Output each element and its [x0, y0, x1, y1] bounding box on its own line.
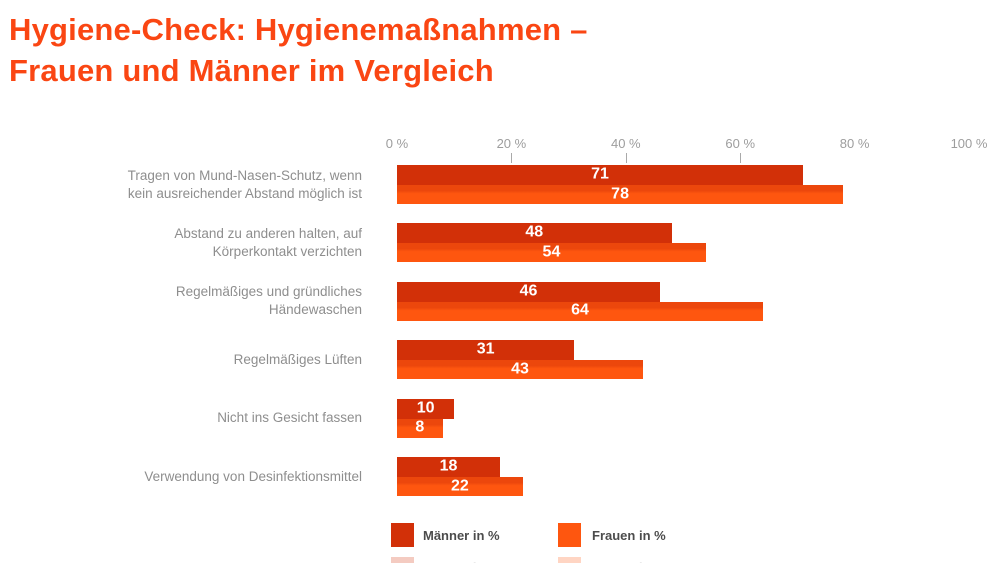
bar-value-label: 22	[451, 477, 469, 495]
x-axis-tick-mark	[511, 153, 513, 163]
x-axis-tick-label: 60 %	[725, 136, 756, 151]
category-label: Regelmäßiges Lüften	[233, 351, 362, 367]
bar-value-label: 43	[511, 360, 529, 378]
bar-frauen-5: 22	[397, 477, 523, 496]
category-label: Verwendung von Desinfektionsmittel	[144, 468, 362, 484]
bar-frauen-0: 78	[397, 185, 844, 204]
bar-frauen-3: 43	[397, 360, 643, 380]
page-title: Hygiene-Check: Hygienemaßnahmen – Frauen…	[9, 9, 588, 91]
legend-label-maenner: Männer in %	[423, 528, 500, 543]
page-title-line1: Hygiene-Check: Hygienemaßnahmen –	[9, 12, 588, 47]
bar-maenner-5: 18	[397, 457, 500, 477]
bar-value-label: 31	[476, 340, 495, 358]
x-axis-tick-mark	[625, 153, 627, 163]
x-axis-tick-label: 80 %	[839, 136, 870, 151]
bar-value-label: 18	[439, 457, 458, 475]
bar-frauen-1: 54	[397, 243, 706, 263]
bar-maenner-1: 48	[397, 223, 672, 244]
x-axis-tick-label: 20 %	[496, 136, 527, 151]
bar-frauen-2: 64	[397, 301, 764, 321]
bar-value-label: 64	[571, 301, 589, 319]
bar-maenner-0: 71	[397, 165, 804, 185]
legend-swatch-frauen	[558, 523, 581, 547]
legend-swatch-frauen-reflection	[558, 557, 581, 563]
bar-maenner-4: 10	[397, 398, 455, 419]
bar-value-label: 46	[519, 282, 538, 300]
legend-swatch-maenner-reflection	[391, 557, 414, 563]
category-label: Nicht ins Gesicht fassen	[217, 410, 362, 426]
bar-value-label: 48	[525, 224, 544, 242]
category-label: Abstand zu anderen halten, auf Körperkont…	[174, 225, 362, 259]
legend-label-frauen-reflection: Frauen in %	[592, 560, 666, 563]
x-axis-tick-label: 100 %	[950, 136, 988, 151]
bar-value-label: 78	[611, 185, 629, 203]
x-axis-tick-label: 0 %	[385, 136, 409, 151]
bar-frauen-4: 8	[397, 418, 443, 438]
legend-swatch-maenner	[391, 523, 414, 547]
bar-maenner-2: 46	[397, 281, 661, 302]
category-label: Regelmäßiges und gründliches Händewaschen	[175, 284, 362, 318]
legend: Männer in % Frauen in %	[0, 522, 1000, 548]
page-title-line2: Frauen und Männer im Vergleich	[9, 53, 494, 88]
bar-value-label: 10	[416, 399, 435, 417]
bar-value-label: 54	[542, 243, 561, 261]
x-axis-tick-label: 40 %	[610, 136, 641, 151]
legend-label-frauen: Frauen in %	[592, 528, 666, 543]
bar-value-label: 71	[591, 165, 609, 183]
legend-label-maenner-reflection: Männer in %	[423, 560, 500, 563]
bar-maenner-3: 31	[397, 340, 575, 361]
category-label: Tragen von Mund-Nasen-Schutz, wenn kein a…	[127, 167, 362, 201]
x-axis-tick-mark	[740, 153, 742, 163]
bar-value-label: 8	[415, 418, 425, 436]
